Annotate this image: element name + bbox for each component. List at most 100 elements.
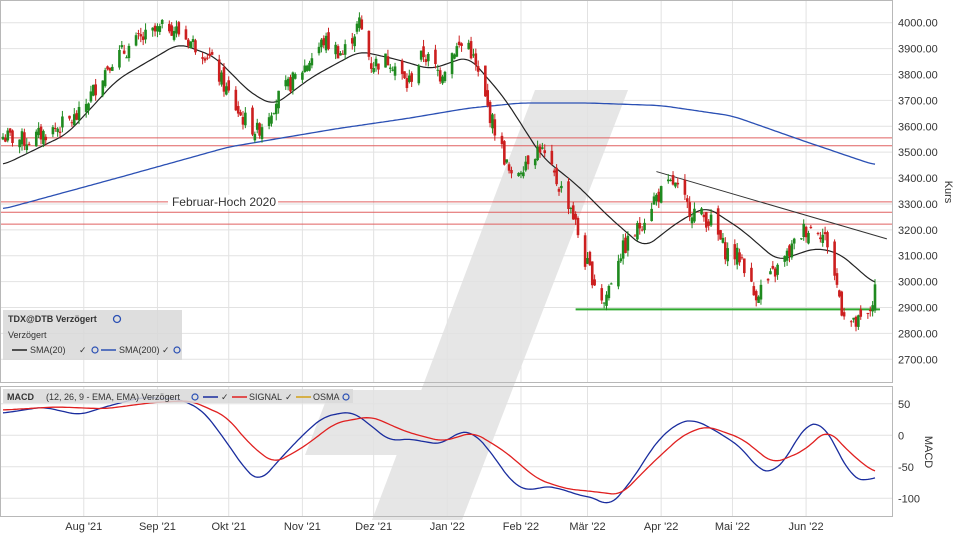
candle-body	[405, 78, 409, 89]
candle-body	[619, 258, 623, 262]
candle-body	[536, 146, 539, 161]
candle-body	[500, 135, 504, 145]
watermark-logo	[305, 90, 628, 520]
candle-body	[524, 161, 528, 171]
price-tick-label: 2800.00	[898, 328, 938, 340]
candle-body	[636, 223, 639, 240]
candle-body	[690, 217, 694, 224]
candle-body	[871, 305, 874, 312]
candle-body	[310, 58, 314, 66]
candle-body	[358, 17, 361, 28]
legend-subtitle: Verzögert	[8, 330, 47, 340]
candle-body	[260, 127, 264, 140]
candle-body	[600, 288, 604, 301]
candle-body	[617, 260, 620, 287]
macd-tick-label: -100	[898, 493, 920, 505]
price-tick-label: 2700.00	[898, 354, 938, 366]
candle-body	[605, 294, 608, 306]
candle-body	[571, 205, 575, 220]
candle-body	[253, 133, 257, 141]
candle-body	[638, 222, 642, 229]
candle-body	[270, 115, 273, 124]
instrument-settings-icon[interactable]	[112, 314, 122, 324]
candle-body	[355, 23, 359, 32]
candle-body	[754, 291, 758, 301]
candle-body	[34, 131, 38, 147]
candle-body	[208, 53, 212, 56]
legend-title: TDX@DTB Verzögert	[8, 314, 97, 324]
sma200-check-icon[interactable]: ✓	[162, 345, 170, 355]
candle-body	[484, 65, 487, 97]
macd-check-icon[interactable]: ✓	[221, 392, 229, 402]
candle-body	[106, 66, 109, 70]
date-tick-label: Mär '22	[569, 521, 605, 533]
annotation-background	[167, 194, 278, 209]
candle-body	[438, 70, 442, 82]
candle-body	[522, 172, 525, 177]
candle-body	[360, 19, 364, 30]
candle-body	[693, 208, 696, 222]
date-tick-label: Mai '22	[715, 521, 750, 533]
candle-body	[607, 286, 611, 299]
candle-body	[721, 237, 725, 243]
candle-body	[857, 315, 860, 327]
candle-body	[804, 226, 808, 238]
macd-panel-frame	[0, 386, 893, 517]
candle-body	[640, 229, 644, 231]
sma20-check-icon[interactable]: ✓	[79, 345, 87, 355]
price-tick-label: 3200.00	[898, 225, 938, 237]
legend-osma-label: OSMA	[313, 392, 340, 402]
candle-body	[172, 30, 176, 40]
candle-body	[234, 89, 238, 111]
candle-body	[87, 103, 90, 111]
candle-body	[716, 208, 720, 235]
candle-body	[688, 202, 691, 217]
candle-body	[120, 45, 124, 48]
candle-body	[443, 71, 447, 82]
candle-body	[733, 244, 737, 260]
candle-body	[555, 167, 558, 185]
candle-body	[802, 223, 806, 238]
candle-body	[94, 84, 97, 96]
candle-body	[343, 44, 347, 55]
candle-body	[838, 290, 841, 297]
osma-settings-icon[interactable]	[342, 393, 350, 401]
candle-body	[251, 107, 254, 135]
candle-body	[709, 214, 713, 226]
macd-tick-label: 50	[898, 399, 910, 411]
macd-settings-icon[interactable]	[191, 393, 199, 401]
candle-body	[560, 185, 563, 189]
candle-body	[685, 198, 689, 202]
macd-axis-label: MACD	[922, 436, 934, 468]
candle-body	[823, 232, 827, 235]
signal-line	[2, 400, 876, 495]
candle-body	[206, 57, 209, 59]
candle-body	[773, 268, 777, 277]
candle-body	[724, 242, 727, 260]
sma20-settings-icon[interactable]	[91, 346, 99, 354]
signal-check-icon[interactable]: ✓	[285, 392, 293, 402]
candle-body	[308, 62, 311, 71]
date-tick-label: Nov '21	[284, 521, 321, 533]
candle-body	[769, 271, 772, 275]
sma200-settings-icon[interactable]	[173, 346, 181, 354]
candle-body	[222, 67, 226, 92]
candle-body	[476, 66, 480, 72]
candle-body	[519, 172, 523, 175]
candle-body	[868, 310, 872, 312]
watermark-bar	[305, 390, 480, 455]
candlesticks	[1, 12, 877, 332]
candle-body	[633, 235, 637, 237]
candle-body	[153, 25, 157, 32]
candle-body	[526, 155, 530, 165]
candle-body	[25, 144, 29, 151]
candle-body	[89, 91, 93, 102]
candle-body	[750, 267, 753, 282]
candle-body	[873, 284, 877, 311]
candle-body	[175, 26, 178, 34]
candle-body	[277, 90, 280, 109]
date-tick-label: Jun '22	[789, 521, 824, 533]
candle-body	[588, 251, 592, 266]
candle-body	[590, 261, 594, 286]
candle-body	[740, 257, 744, 259]
